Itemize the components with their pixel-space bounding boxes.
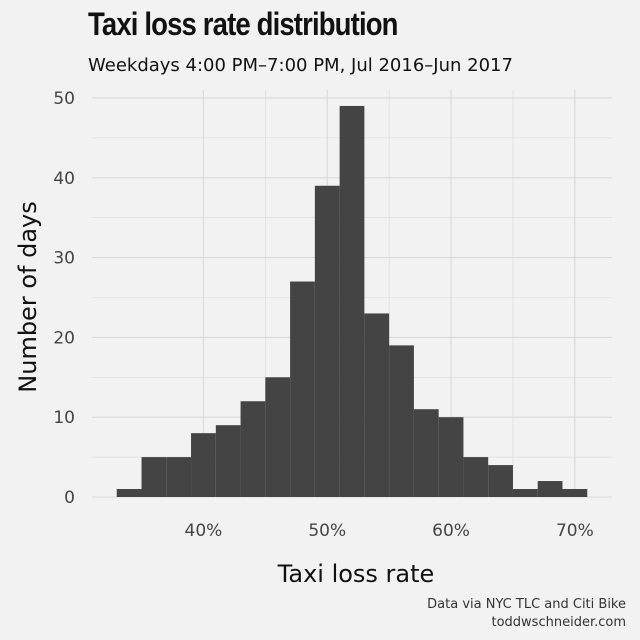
y-tick-label: 40 xyxy=(53,169,75,189)
y-tick-label: 0 xyxy=(64,488,75,508)
histogram-bar xyxy=(438,417,464,497)
caption-website: toddwschneider.com xyxy=(491,615,627,630)
histogram-bar xyxy=(512,489,538,497)
x-tick-label: 40% xyxy=(185,521,223,541)
x-tick-label: 70% xyxy=(556,521,594,541)
y-axis-title: Number of days xyxy=(14,201,42,392)
chart-subtitle: Weekdays 4:00 PM–7:00 PM, Jul 2016–Jun 2… xyxy=(88,55,513,76)
y-axis-ticks: 0 10 20 30 40 50 xyxy=(53,89,75,508)
x-axis-ticks: 40% 50% 60% 70% xyxy=(185,521,594,541)
histogram-bar xyxy=(562,489,588,497)
histogram-bar xyxy=(488,465,513,497)
chart-title: Taxi loss rate distribution xyxy=(88,6,398,42)
histogram-bar xyxy=(290,281,315,497)
histogram-bar xyxy=(389,345,414,497)
y-tick-label: 30 xyxy=(53,249,75,269)
caption-source: Data via NYC TLC and Citi Bike xyxy=(427,597,626,612)
histogram-bars xyxy=(116,105,588,497)
x-tick-label: 60% xyxy=(432,521,470,541)
histogram-bar xyxy=(364,313,390,497)
histogram-bar xyxy=(215,425,241,497)
histogram-bar xyxy=(463,457,489,497)
histogram-bar xyxy=(265,377,291,497)
histogram-bar xyxy=(339,105,365,497)
histogram-bar xyxy=(116,489,142,497)
y-tick-label: 10 xyxy=(53,408,75,428)
x-tick-label: 50% xyxy=(308,521,346,541)
y-tick-label: 50 xyxy=(53,89,75,109)
x-axis-title: Taxi loss rate xyxy=(277,560,435,588)
histogram-bar xyxy=(314,185,340,497)
histogram-bar xyxy=(240,401,266,497)
y-tick-label: 20 xyxy=(53,328,75,348)
histogram-bar xyxy=(413,409,439,497)
histogram-bar xyxy=(141,457,167,497)
histogram-bar xyxy=(537,481,563,497)
histogram-bar xyxy=(191,433,216,497)
histogram-bar xyxy=(166,457,192,497)
